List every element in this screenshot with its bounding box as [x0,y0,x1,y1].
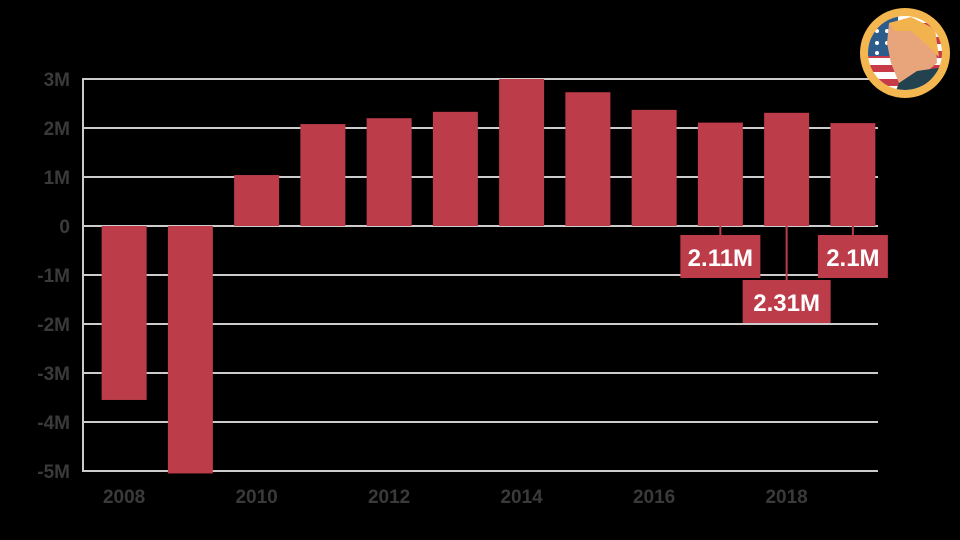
bars [101,79,876,474]
annotation-label: 2.1M [826,245,879,272]
bar-2015 [565,92,611,226]
x-tick-label: 2012 [368,487,410,508]
x-tick-label: 2008 [103,487,145,508]
y-tick-label: 3M [44,70,70,91]
annotation-box [817,235,888,278]
x-tick-label: 2014 [500,487,543,508]
bar-2019 [830,123,876,226]
bar-2017 [697,122,743,226]
x-tick-label: 2010 [235,487,277,508]
annotation-label: 2.11M [688,245,753,272]
x-axis: 2008 2010 2012 2014 2016 2018 [103,487,808,508]
bar-2014 [499,79,545,226]
y-tick-label: -2M [37,315,70,336]
bar-2016 [631,109,677,226]
annotation-box [742,280,831,323]
y-axis: 3M 2M 1M 0 -1M -2M -3M -4M -5M [37,70,84,483]
bar-2018 [764,112,810,226]
annotation-box [680,235,761,278]
y-tick-label: -5M [37,462,70,483]
bar-2008 [101,226,147,400]
y-tick-label: -1M [37,266,70,287]
bar-2010 [234,175,280,226]
y-tick-label: 0 [59,217,70,238]
bar-2009 [167,226,213,474]
annotation-label: 2.31M [753,290,820,317]
y-tick-label: 2M [44,119,70,140]
y-tick-label: -4M [37,413,70,434]
x-tick-label: 2018 [765,487,807,508]
y-tick-label: 1M [44,168,70,189]
bar-2012 [366,118,412,226]
president-portrait-badge-icon [860,8,950,98]
y-tick-label: -3M [37,364,70,385]
bar-2011 [300,124,346,226]
x-tick-label: 2016 [633,487,675,508]
bar-2013 [432,111,478,226]
gridlines [83,78,878,472]
